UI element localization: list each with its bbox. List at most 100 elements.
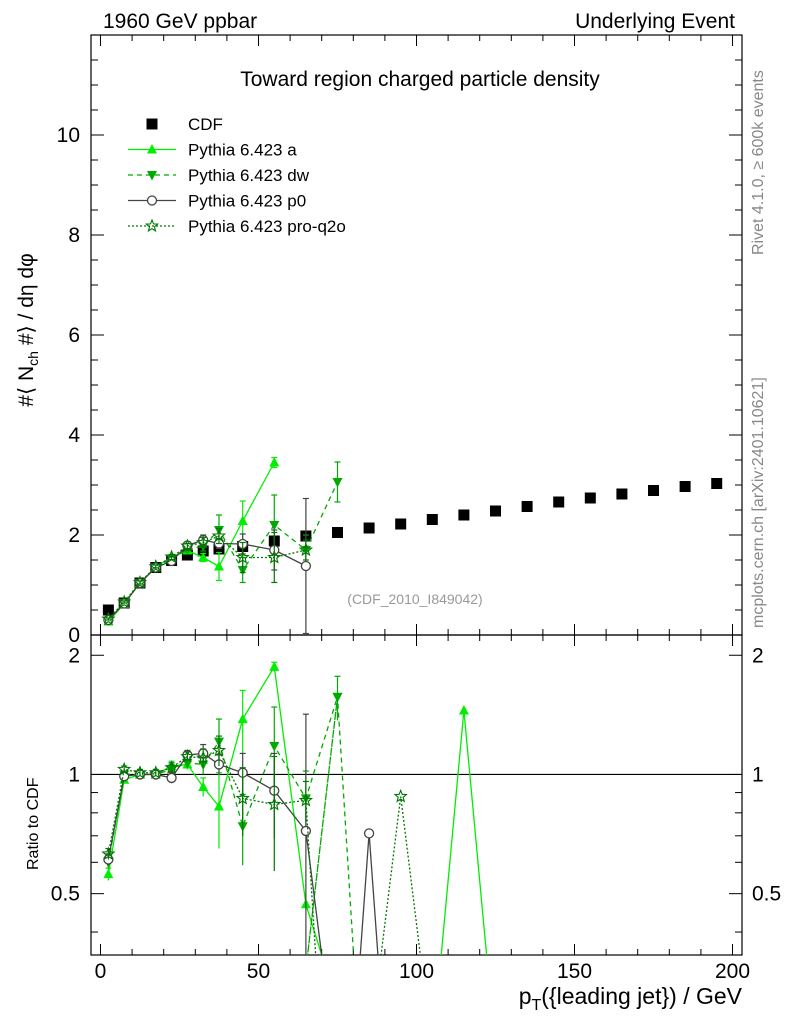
- y-axis-label: #⟨ Nch #⟩ / dη dφ: [15, 253, 41, 406]
- data-point: [117, 761, 132, 776]
- data-point: [298, 542, 314, 557]
- ratio-series-pythia-6-423-pro-q2o: [101, 735, 422, 955]
- data-point: [198, 552, 209, 562]
- data-point: [521, 501, 533, 512]
- y-tick-label: 2: [68, 524, 80, 547]
- ratio-tick-label-right: 1: [752, 763, 764, 786]
- data-point: [331, 527, 343, 538]
- data-point: [198, 781, 209, 791]
- legend: CDF Pythia 6.423 a Pythia 6.423 dw Pythia 6…: [128, 115, 346, 236]
- data-point: [148, 558, 163, 573]
- ratio-plot-area: [101, 661, 488, 955]
- x-tick-label: 0: [95, 960, 107, 983]
- series-pythia-6-423-pro-q2o: [101, 527, 314, 626]
- data-point: [103, 868, 114, 879]
- data-point: [237, 713, 248, 724]
- data-point: [300, 560, 312, 572]
- legend-label: Pythia 6.423 p0: [188, 192, 306, 211]
- data-point: [147, 171, 157, 181]
- data-point: [458, 705, 469, 715]
- data-point: [237, 515, 248, 525]
- ratio-tick-label: 2: [68, 644, 80, 667]
- data-point: [164, 760, 179, 774]
- analysis-id: (CDF_2010_I849042): [347, 591, 482, 607]
- data-point: [426, 514, 438, 525]
- data-point: [269, 521, 280, 531]
- y-tick-label: 4: [68, 424, 80, 447]
- data-point: [211, 742, 227, 757]
- data-point: [584, 492, 596, 504]
- ratio-tick-label: 0.5: [51, 883, 80, 906]
- data-point: [148, 765, 163, 779]
- data-point: [298, 792, 314, 807]
- data-point: [132, 765, 148, 779]
- data-point: [458, 509, 470, 521]
- data-point: [269, 741, 280, 752]
- x-tick-label: 150: [557, 960, 592, 983]
- data-point: [146, 195, 158, 206]
- data-point: [166, 772, 177, 784]
- data-point: [267, 549, 282, 564]
- data-point: [146, 118, 158, 130]
- data-point: [363, 828, 375, 839]
- legend-label: Pythia 6.423 pro-q2o: [188, 217, 346, 236]
- ratio-axis-label: Ratio to CDF: [25, 777, 42, 870]
- ratio-tick-label-right: 2: [752, 644, 764, 667]
- header-right: Underlying Event: [575, 10, 735, 33]
- data-point: [332, 478, 343, 488]
- data-point: [269, 661, 280, 671]
- x-tick-label: 100: [399, 960, 434, 983]
- series-line: [107, 462, 275, 622]
- ratio-frame: [90, 634, 743, 956]
- ratio-series-line: [107, 664, 488, 955]
- legend-label: CDF: [188, 115, 223, 134]
- data-point: [101, 846, 116, 860]
- data-point: [648, 485, 660, 496]
- data-point: [553, 496, 565, 508]
- data-point: [616, 488, 628, 500]
- y-tick-label: 8: [68, 224, 80, 247]
- data-point: [144, 218, 160, 233]
- main-plot-area: [101, 456, 723, 635]
- data-point: [267, 796, 282, 811]
- x-axis-label: pT({leading jet}) / GeV: [519, 983, 743, 1014]
- data-point: [235, 549, 250, 564]
- data-point: [132, 574, 148, 589]
- x-tick-label: 50: [247, 960, 270, 983]
- data-point: [490, 505, 502, 517]
- data-point: [196, 534, 211, 549]
- side-text-bottom: mcplots.cern.ch [arXiv:2401.10621]: [750, 377, 767, 628]
- legend-label: Pythia 6.423 dw: [188, 166, 310, 185]
- legend-label: Pythia 6.423 a: [188, 141, 297, 160]
- series-pythia-6-423-p0: [103, 497, 312, 635]
- data-point: [101, 611, 116, 626]
- y-tick-label: 0: [68, 624, 80, 647]
- side-text-top: Rivet 4.1.0, ≥ 600k events: [750, 70, 767, 255]
- ratio-tick-label: 1: [68, 763, 80, 786]
- data-point: [332, 692, 343, 703]
- ratio-tick-label-right: 0.5: [752, 883, 781, 906]
- data-point: [213, 801, 224, 811]
- data-point: [269, 457, 280, 467]
- data-point: [180, 748, 195, 763]
- data-point: [393, 788, 408, 803]
- data-point: [164, 549, 179, 564]
- data-point: [395, 518, 407, 530]
- data-point: [196, 750, 211, 765]
- data-point: [235, 790, 250, 805]
- y-tick-label: 10: [57, 124, 80, 147]
- y-tick-label: 6: [68, 324, 80, 347]
- data-point: [211, 528, 227, 543]
- data-point: [363, 522, 375, 534]
- data-point: [180, 538, 195, 553]
- data-point: [102, 604, 114, 616]
- series-line: [107, 481, 339, 621]
- ratio-series-pythia-6-423-p0: [103, 713, 379, 955]
- data-point: [147, 144, 157, 154]
- header-left: 1960 GeV ppbar: [103, 10, 257, 33]
- ratio-series-line: [107, 696, 355, 955]
- data-point: [300, 825, 312, 837]
- data-point: [711, 478, 723, 489]
- data-point: [213, 561, 224, 571]
